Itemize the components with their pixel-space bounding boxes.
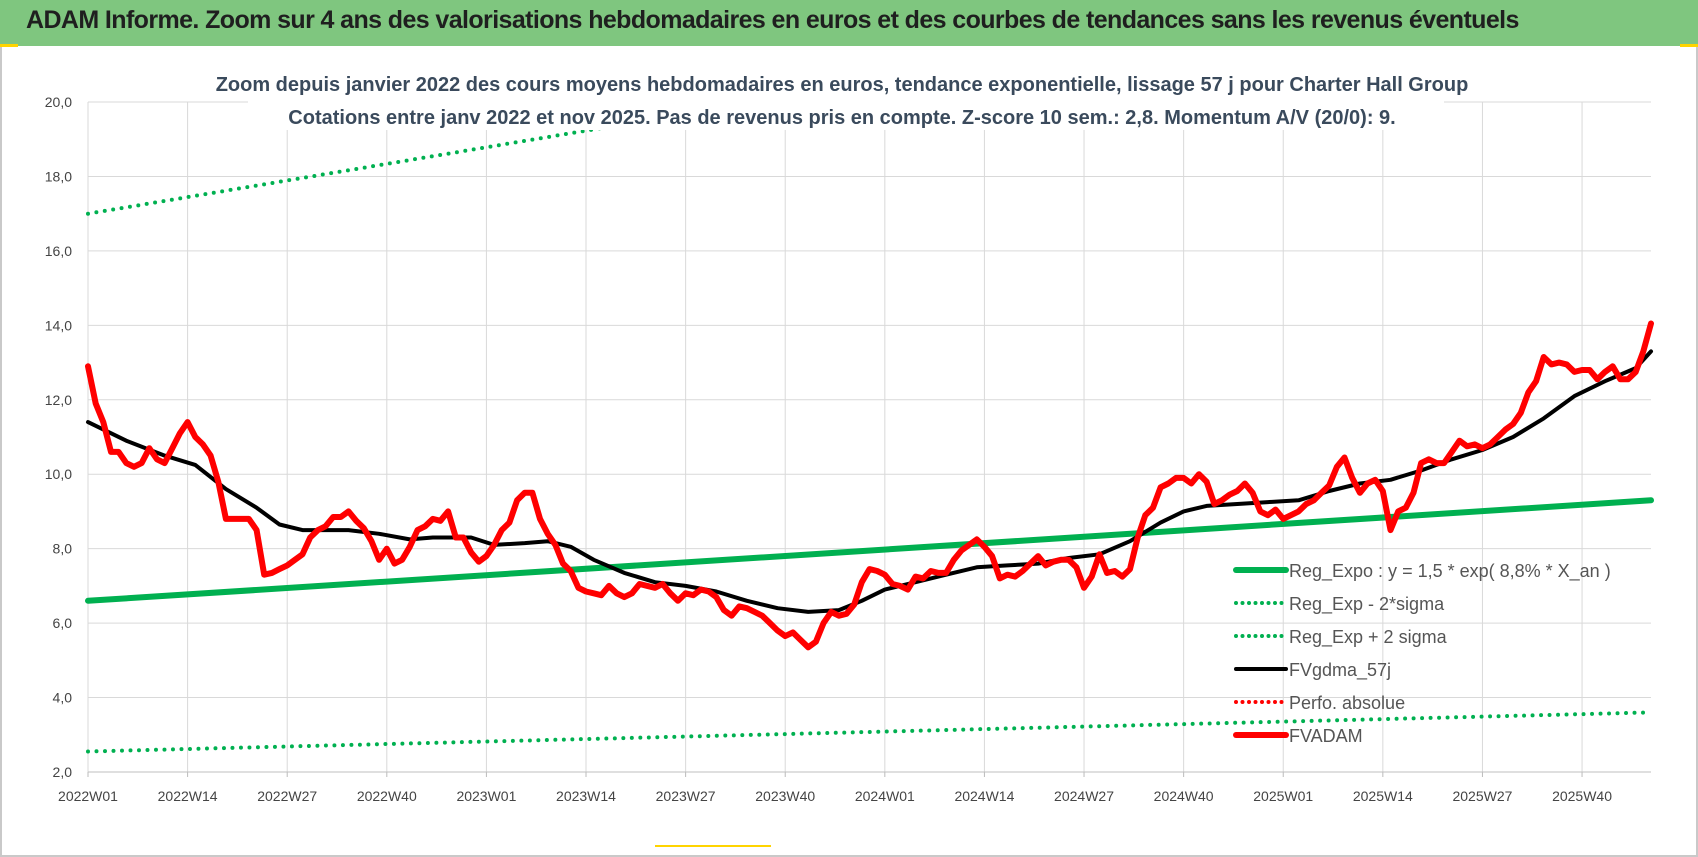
x-axis-ticks: 2022W01 2022W14 2022W27 2022W40 2023W01 2023W… bbox=[58, 771, 1651, 804]
series-line-3 bbox=[86, 349, 1653, 614]
accent-mark-bottom bbox=[655, 845, 771, 847]
x-tick-label: 2023W14 bbox=[556, 788, 616, 804]
series-lines bbox=[85, 100, 1654, 754]
y-tick-label: 20,0 bbox=[45, 94, 72, 110]
y-axis-ticks: 2,0 4,0 6,0 8,0 10,0 12,0 14,0 16,0 18,0 20,0 bbox=[45, 94, 72, 780]
header-bar: ADAM Informe. Zoom sur 4 ans des valoris… bbox=[0, 0, 1698, 46]
x-tick-label: 2025W27 bbox=[1452, 788, 1512, 804]
legend-label: Reg_Exp + 2 sigma bbox=[1289, 627, 1448, 648]
x-tick-label: 2024W01 bbox=[855, 788, 915, 804]
x-tick-label: 2022W01 bbox=[58, 788, 118, 804]
x-tick-label: 2023W01 bbox=[456, 788, 516, 804]
series-line-0 bbox=[85, 497, 1654, 604]
series-line-2 bbox=[86, 100, 783, 216]
x-tick-label: 2024W40 bbox=[1154, 788, 1214, 804]
y-tick-label: 4,0 bbox=[53, 690, 73, 706]
legend: Reg_Expo : y = 1,5 * exp( 8,8% * X_an ) R… bbox=[1233, 561, 1611, 746]
x-tick-label: 2023W27 bbox=[656, 788, 716, 804]
y-tick-label: 16,0 bbox=[45, 243, 72, 259]
series-line-5 bbox=[85, 320, 1654, 651]
series-line-1 bbox=[86, 710, 1653, 754]
x-tick-label: 2023W40 bbox=[755, 788, 815, 804]
y-tick-label: 10,0 bbox=[45, 466, 72, 482]
accent-mark-left bbox=[0, 44, 18, 47]
chart-subtitle: Cotations entre janv 2022 et nov 2025. P… bbox=[288, 107, 1395, 129]
accent-mark-right bbox=[1680, 44, 1698, 47]
x-tick-label: 2024W27 bbox=[1054, 788, 1114, 804]
y-tick-label: 8,0 bbox=[53, 541, 73, 557]
page-title: ADAM Informe. Zoom sur 4 ans des valoris… bbox=[26, 6, 1519, 34]
legend-label: Reg_Expo : y = 1,5 * exp( 8,8% * X_an ) bbox=[1289, 561, 1611, 582]
legend-label: Reg_Exp - 2*sigma bbox=[1289, 594, 1445, 615]
grid-lines bbox=[87, 101, 1651, 773]
x-tick-label: 2022W14 bbox=[158, 788, 218, 804]
x-tick-label: 2025W01 bbox=[1253, 788, 1313, 804]
y-tick-label: 18,0 bbox=[45, 168, 72, 184]
subtitle-background bbox=[248, 66, 1444, 130]
x-tick-label: 2025W40 bbox=[1552, 788, 1612, 804]
x-tick-label: 2022W27 bbox=[257, 788, 317, 804]
legend-label: FVgdma_57j bbox=[1289, 660, 1391, 681]
x-tick-label: 2024W14 bbox=[954, 788, 1014, 804]
y-tick-label: 14,0 bbox=[45, 317, 72, 333]
y-tick-label: 6,0 bbox=[53, 615, 73, 631]
x-tick-label: 2025W14 bbox=[1353, 788, 1413, 804]
x-tick-label: 2022W40 bbox=[357, 788, 417, 804]
y-tick-label: 12,0 bbox=[45, 392, 72, 408]
legend-label: Perfo. absolue bbox=[1289, 693, 1405, 713]
chart-title: Zoom depuis janvier 2022 des cours moyen… bbox=[216, 74, 1469, 96]
y-tick-label: 2,0 bbox=[53, 764, 73, 780]
legend-label: FVADAM bbox=[1289, 726, 1363, 746]
